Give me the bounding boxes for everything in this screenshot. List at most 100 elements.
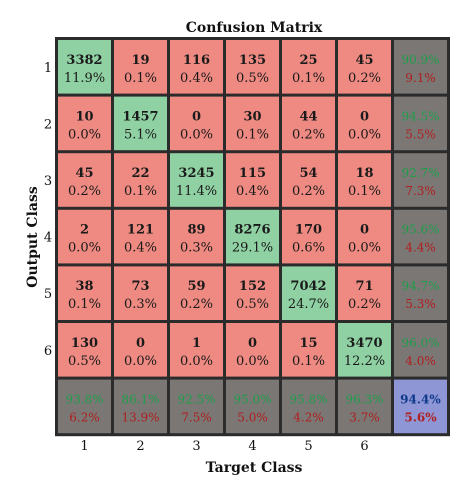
cell-percentage: 0.1% xyxy=(348,184,381,199)
cell-count: 25 xyxy=(299,53,317,68)
cell-r5-c4 xyxy=(226,266,279,320)
x-tick-label: 3 xyxy=(192,439,200,454)
y-tick-label: 4 xyxy=(44,231,52,246)
column-summary-cell-3 xyxy=(170,379,223,434)
cell-percentage: 11.4% xyxy=(176,184,217,199)
row-error-rate: 9.1% xyxy=(405,71,436,85)
cell-count: 0 xyxy=(192,109,201,124)
cell-percentage: 0.6% xyxy=(292,241,325,256)
cell-count: 73 xyxy=(131,279,149,294)
y-tick-label: 1 xyxy=(44,61,52,76)
cell-count: 45 xyxy=(355,53,373,68)
cell-count: 115 xyxy=(239,166,266,181)
cell-r2-c1 xyxy=(58,96,111,151)
cell-percentage: 0.2% xyxy=(292,127,325,142)
matrix-grid: 338211.9%190.1%1160.4%1350.5%250.1%450.2… xyxy=(44,37,450,454)
cell-r3-c2 xyxy=(114,153,167,207)
row-summary-cell-2 xyxy=(394,96,447,151)
cell-percentage: 0.0% xyxy=(236,354,269,369)
cell-count: 19 xyxy=(131,53,149,68)
cell-percentage: 0.2% xyxy=(180,297,213,312)
cell-count: 121 xyxy=(127,223,154,238)
cell-count: 22 xyxy=(131,166,149,181)
cell-percentage: 0.1% xyxy=(292,354,325,369)
column-summary-cell-6 xyxy=(338,379,391,434)
y-tick-label: 3 xyxy=(44,174,52,189)
cell-percentage: 0.1% xyxy=(124,184,157,199)
column-error-rate: 13.9% xyxy=(121,410,159,424)
column-summary-cell-4 xyxy=(226,379,279,434)
y-axis-label: Output Class xyxy=(25,186,41,288)
cell-r1-c5 xyxy=(282,40,335,94)
cell-percentage: 0.0% xyxy=(68,241,101,256)
cell-r6-c1 xyxy=(58,323,111,377)
cell-count: 59 xyxy=(187,279,205,294)
cell-percentage: 0.3% xyxy=(124,297,157,312)
cell-r3-c5 xyxy=(282,153,335,207)
column-summary-cell-1 xyxy=(58,379,111,434)
cell-r1-c6 xyxy=(338,40,391,94)
column-correct-rate: 95.8% xyxy=(289,392,327,406)
cell-r2-c4 xyxy=(226,96,279,151)
cell-r1-c2 xyxy=(114,40,167,94)
cell-percentage: 0.5% xyxy=(68,354,101,369)
cell-r4-c3 xyxy=(170,209,223,264)
cell-count: 89 xyxy=(187,223,205,238)
cell-percentage: 29.1% xyxy=(232,241,273,256)
x-axis-label: Target Class xyxy=(206,460,303,476)
cell-count: 15 xyxy=(299,336,317,351)
row-correct-rate: 94.5% xyxy=(401,109,439,123)
column-correct-rate: 96.3% xyxy=(345,392,383,406)
column-summary-cell-2 xyxy=(114,379,167,434)
cell-percentage: 0.2% xyxy=(348,297,381,312)
cell-percentage: 11.9% xyxy=(64,71,105,86)
cell-r5-c1 xyxy=(58,266,111,320)
chart-title: Confusion Matrix xyxy=(186,20,323,36)
cell-percentage: 0.1% xyxy=(68,297,101,312)
cell-count: 8276 xyxy=(234,223,270,238)
x-tick-label: 5 xyxy=(304,439,312,454)
cell-percentage: 0.3% xyxy=(180,241,213,256)
cell-percentage: 0.5% xyxy=(236,297,269,312)
cell-r4-c1 xyxy=(58,209,111,264)
cell-percentage: 0.5% xyxy=(236,71,269,86)
cell-count: 116 xyxy=(183,53,210,68)
overall-error-rate: 5.6% xyxy=(404,410,437,424)
cell-percentage: 24.7% xyxy=(288,297,329,312)
cell-count: 0 xyxy=(360,223,369,238)
cell-percentage: 0.0% xyxy=(180,127,213,142)
cell-r3-c4 xyxy=(226,153,279,207)
y-tick-label: 5 xyxy=(44,287,52,302)
row-error-rate: 4.4% xyxy=(405,241,436,255)
row-summary-cell-1 xyxy=(394,40,447,94)
cell-percentage: 0.0% xyxy=(180,354,213,369)
cell-count: 1 xyxy=(192,336,201,351)
column-error-rate: 6.2% xyxy=(69,410,100,424)
cell-r5-c2 xyxy=(114,266,167,320)
overall-accuracy-cell xyxy=(394,379,447,434)
cell-percentage: 0.1% xyxy=(236,127,269,142)
row-error-rate: 5.3% xyxy=(405,297,436,311)
cell-r2-c2 xyxy=(114,96,167,151)
column-correct-rate: 86.1% xyxy=(121,392,159,406)
cell-percentage: 0.0% xyxy=(124,354,157,369)
row-correct-rate: 92.7% xyxy=(401,166,439,180)
x-tick-label: 6 xyxy=(360,439,368,454)
cell-percentage: 0.2% xyxy=(292,184,325,199)
column-correct-rate: 95.0% xyxy=(233,392,271,406)
cell-count: 3382 xyxy=(66,53,102,68)
row-error-rate: 5.5% xyxy=(405,127,436,141)
cell-count: 3470 xyxy=(346,336,382,351)
cell-r4-c2 xyxy=(114,209,167,264)
cell-count: 135 xyxy=(239,53,266,68)
cell-r2-c6 xyxy=(338,96,391,151)
cell-count: 44 xyxy=(299,109,317,124)
cell-percentage: 0.0% xyxy=(68,127,101,142)
x-tick-label: 4 xyxy=(248,439,256,454)
cell-r5-c6 xyxy=(338,266,391,320)
cell-percentage: 0.0% xyxy=(348,127,381,142)
cell-count: 0 xyxy=(360,109,369,124)
y-tick-label: 6 xyxy=(44,344,52,359)
cell-r4-c5 xyxy=(282,209,335,264)
cell-percentage: 5.1% xyxy=(124,127,157,142)
